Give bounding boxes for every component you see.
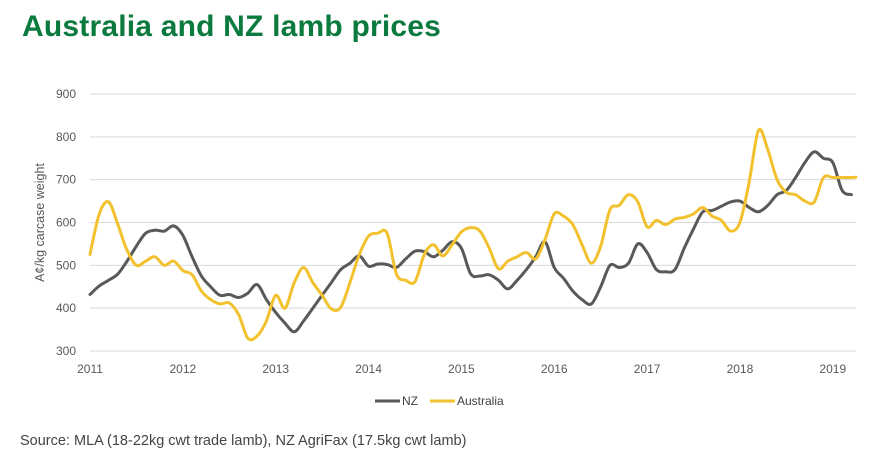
- y-tick-700: 700: [56, 173, 76, 187]
- series-line-nz: [88, 150, 853, 334]
- series-line-australia: [88, 127, 858, 342]
- x-tick-2014: 2014: [355, 362, 382, 376]
- x-tick-2019: 2019: [819, 362, 846, 376]
- source-note: Source: MLA (18-22kg cwt trade lamb), NZ…: [20, 433, 467, 449]
- x-tick-2016: 2016: [541, 362, 568, 376]
- x-tick-labels: 2011 2012 2013 2014 2015 2016 2017 2018 2019: [77, 362, 846, 376]
- chart-title: Australia and NZ lamb prices: [22, 10, 442, 43]
- y-tick-600: 600: [56, 216, 76, 230]
- y-tick-400: 400: [56, 301, 76, 315]
- legend-nz-label: NZ: [402, 394, 418, 408]
- grid-layer: [90, 93, 856, 352]
- legend: NZ Australia: [375, 394, 504, 408]
- y-tick-300: 300: [56, 344, 76, 358]
- y-axis-label: A¢/kg carcase weight: [33, 163, 47, 282]
- y-tick-500: 500: [56, 258, 76, 272]
- x-tick-2011: 2011: [77, 362, 103, 376]
- x-tick-2012: 2012: [169, 362, 196, 376]
- x-tick-2018: 2018: [727, 362, 754, 376]
- x-tick-2015: 2015: [448, 362, 475, 376]
- y-tick-labels: 300 400 500 600 700 800 900: [56, 87, 76, 358]
- x-tick-2017: 2017: [634, 362, 661, 376]
- y-tick-900: 900: [56, 87, 76, 101]
- x-tick-2013: 2013: [262, 362, 289, 376]
- y-tick-800: 800: [56, 130, 76, 144]
- series-layer: [88, 127, 858, 342]
- legend-australia-label: Australia: [457, 394, 504, 408]
